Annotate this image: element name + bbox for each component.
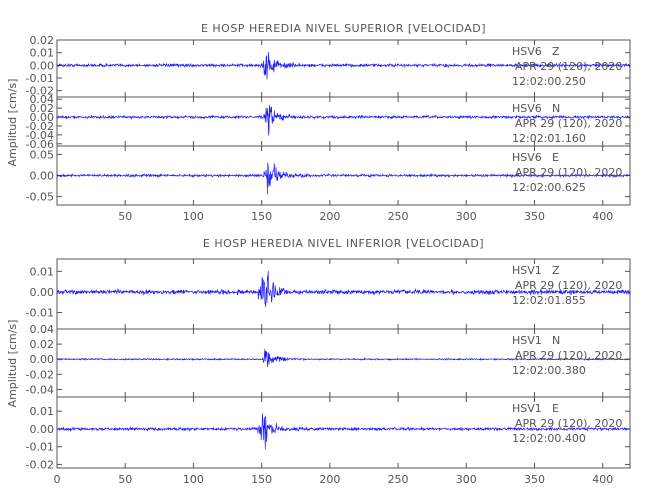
y-tick-label: -0.02 bbox=[26, 368, 54, 381]
trace-panel-hsv1-e: 0.01 0.00 -0.01 -0.02 HSV1 E APR 29 (120), 202… bbox=[26, 396, 631, 471]
y-tick-label: 0.00 bbox=[30, 59, 55, 72]
record-time: 12:02:00.625 bbox=[512, 181, 586, 194]
component-label: N bbox=[552, 102, 560, 115]
x-tick-label: 250 bbox=[388, 210, 409, 223]
chart-1: E HOSP HEREDIA NIVEL SUPERIOR [VELOCIDAD… bbox=[6, 22, 631, 223]
trace-panel-hsv1-n: 0.04 0.02 0.00 -0.02 -0.04 HSV1 N APR 29 (120),… bbox=[26, 323, 631, 398]
y-tick-label: -0.04 bbox=[26, 129, 54, 142]
y-tick-label: 0.02 bbox=[30, 34, 55, 47]
x-tick-label: 50 bbox=[118, 473, 132, 486]
station-label: HSV1 bbox=[512, 334, 542, 347]
record-date: APR 29 (120), 2020 bbox=[515, 279, 622, 292]
component-label: Z bbox=[552, 45, 560, 58]
x-tick-label: 300 bbox=[456, 210, 477, 223]
x-tick-label: 350 bbox=[524, 473, 545, 486]
waveform-trace bbox=[56, 104, 631, 136]
chart-title: E HOSP HEREDIA NIVEL SUPERIOR [VELOCIDAD… bbox=[201, 22, 486, 35]
x-tick-label: 100 bbox=[183, 473, 204, 486]
waveform-trace bbox=[56, 270, 631, 307]
trace-panel-hsv6-e: 0.05 0.00 -0.05 HSV6 E APR 29 (120), 2020 12:0… bbox=[26, 145, 631, 206]
x-tick-label: 250 bbox=[388, 473, 409, 486]
record-time: 12:02:01.160 bbox=[512, 132, 586, 145]
waveform-trace bbox=[56, 162, 631, 195]
x-tick-label: 400 bbox=[592, 210, 613, 223]
waveform-trace bbox=[56, 349, 631, 368]
y-tick-label: 0.00 bbox=[30, 170, 55, 183]
y-tick-label: -0.02 bbox=[26, 120, 54, 133]
y-tick-label: 0.04 bbox=[30, 323, 55, 336]
panel-frame bbox=[56, 328, 631, 398]
record-date: APR 29 (120), 2020 bbox=[515, 349, 622, 362]
component-label: E bbox=[552, 151, 559, 164]
waveform-trace bbox=[57, 413, 631, 450]
record-date: APR 29 (120), 2020 bbox=[515, 417, 622, 430]
y-tick-label: 0.04 bbox=[30, 93, 55, 106]
y-tick-label: -0.02 bbox=[26, 85, 54, 98]
x-tick-label: 400 bbox=[592, 473, 613, 486]
chart-title: E HOSP HEREDIA NIVEL INFERIOR [VELOCIDAD… bbox=[203, 237, 484, 250]
y-tick-label: -0.01 bbox=[26, 72, 54, 85]
component-label: N bbox=[552, 334, 560, 347]
record-date: APR 29 (120), 2020 bbox=[515, 117, 622, 130]
station-label: HSV6 bbox=[512, 151, 542, 164]
station-label: HSV1 bbox=[512, 402, 542, 415]
record-time: 12:02:01.855 bbox=[512, 294, 586, 307]
component-label: E bbox=[552, 402, 559, 415]
y-tick-label: 0.01 bbox=[30, 405, 55, 418]
y-tick-label: -0.02 bbox=[26, 458, 54, 471]
station-label: HSV6 bbox=[512, 102, 542, 115]
record-date: APR 29 (120), 2020 bbox=[515, 60, 622, 73]
trace-panel-hsv6-n: 0.040.020.00-0.02-0.04-0.06 HSV6 N APR 29 (… bbox=[26, 93, 631, 151]
y-tick-label: 0.05 bbox=[30, 148, 55, 161]
y-tick-label: -0.05 bbox=[26, 191, 54, 204]
station-label: HSV6 bbox=[512, 45, 542, 58]
y-tick-label: 0.02 bbox=[30, 102, 55, 115]
x-tick-label: 100 bbox=[183, 210, 204, 223]
component-label: Z bbox=[552, 264, 560, 277]
y-tick-label: -0.01 bbox=[26, 307, 54, 320]
panel-frame bbox=[56, 396, 631, 469]
record-time: 12:02:00.380 bbox=[512, 364, 586, 377]
y-tick-label: -0.06 bbox=[26, 138, 54, 151]
record-time: 12:02:00.250 bbox=[512, 75, 586, 88]
x-tick-label: 150 bbox=[251, 473, 272, 486]
y-tick-label: 0.00 bbox=[30, 423, 55, 436]
y-tick-label: -0.01 bbox=[26, 441, 54, 454]
x-tick-label: 200 bbox=[319, 473, 340, 486]
y-tick-label: -0.04 bbox=[26, 383, 54, 396]
y-tick-label: 0.00 bbox=[30, 286, 55, 299]
trace-panel-hsv6-z: 0.020.010.00-0.01-0.02 HSV6 Z APR 29 (120),… bbox=[26, 34, 631, 98]
y-axis-label: Amplitud [cm/s] bbox=[6, 320, 19, 408]
chart-2: E HOSP HEREDIA NIVEL INFERIOR [VELOCIDAD… bbox=[6, 237, 631, 486]
x-tick-label: 0 bbox=[54, 473, 61, 486]
waveform-trace bbox=[56, 52, 631, 80]
y-tick-label: 0.00 bbox=[30, 353, 55, 366]
x-tick-label: 200 bbox=[319, 210, 340, 223]
x-tick-label: 150 bbox=[251, 210, 272, 223]
y-tick-label: 0.01 bbox=[30, 47, 55, 60]
record-time: 12:02:00.400 bbox=[512, 432, 586, 445]
y-tick-label: 0.00 bbox=[30, 111, 55, 124]
station-label: HSV1 bbox=[512, 264, 542, 277]
x-tick-label: 50 bbox=[118, 210, 132, 223]
record-date: APR 29 (120), 2020 bbox=[515, 166, 622, 179]
x-tick-label: 300 bbox=[456, 473, 477, 486]
y-tick-label: 0.02 bbox=[30, 338, 55, 351]
y-axis-label: Amplitud [cm/s] bbox=[6, 79, 19, 167]
y-tick-label: 0.01 bbox=[30, 265, 55, 278]
x-tick-label: 350 bbox=[524, 210, 545, 223]
trace-panel-hsv1-z: 0.01 0.00 -0.01 HSV1 Z APR 29 (120), 2020 12:0… bbox=[26, 258, 631, 330]
